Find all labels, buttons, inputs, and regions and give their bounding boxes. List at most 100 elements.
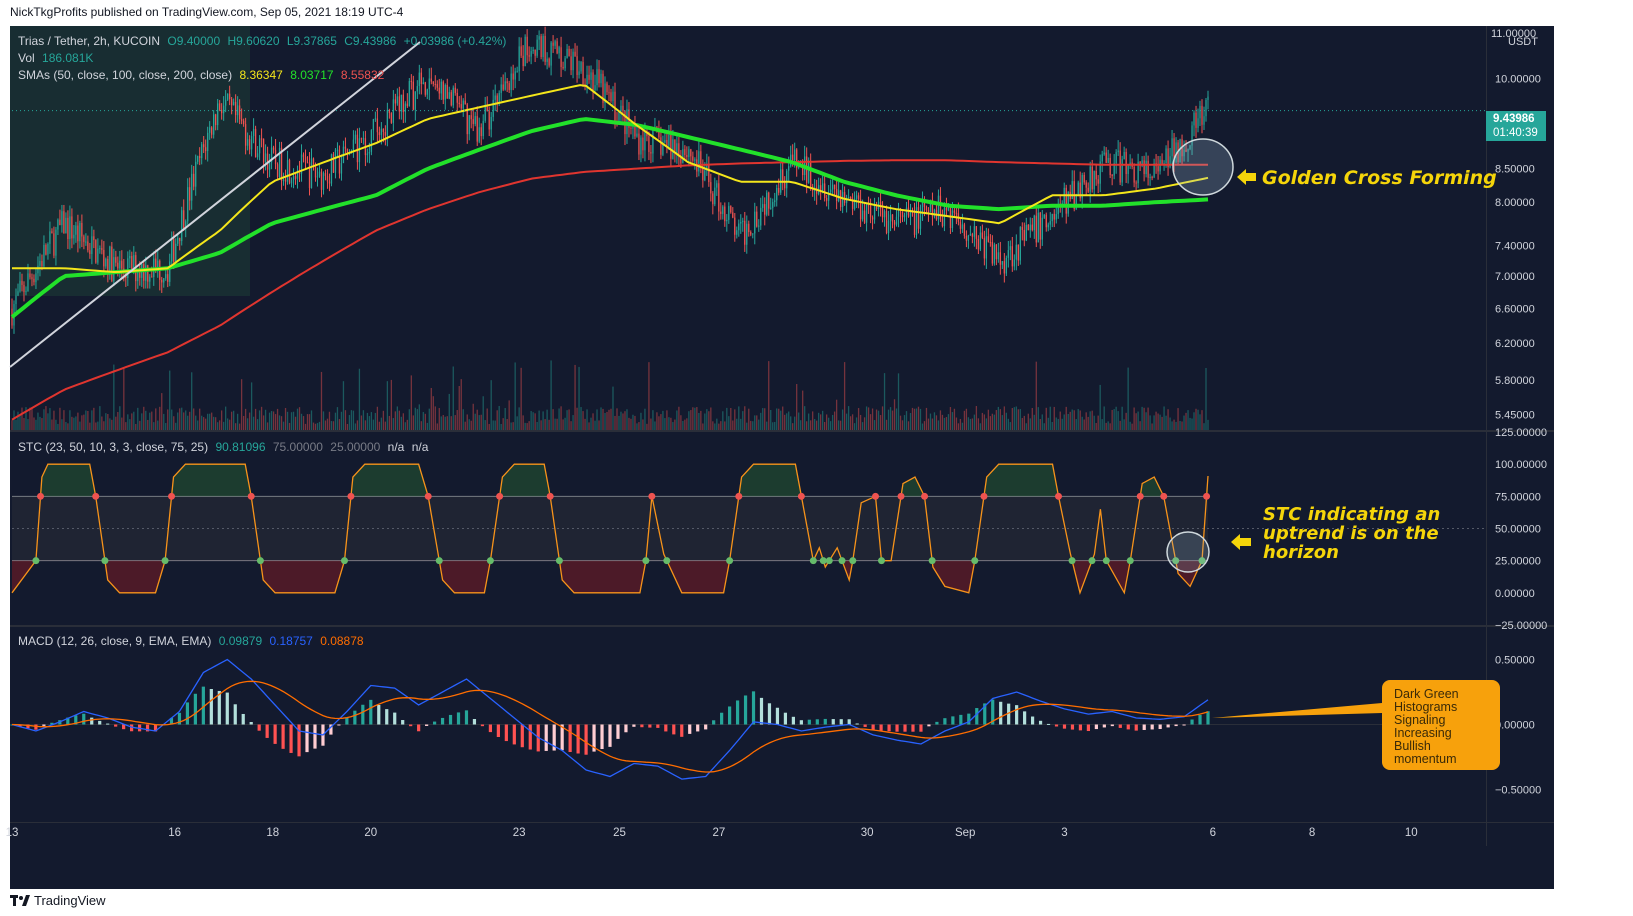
macd-histogram-bar <box>353 710 357 725</box>
volume-bar <box>710 407 712 430</box>
volume-bar <box>788 411 790 430</box>
volume-bar <box>215 417 217 430</box>
volume-bar <box>1183 415 1185 430</box>
sma50-value: 8.36347 <box>239 68 283 82</box>
last-price: 9.43986 <box>1493 113 1535 125</box>
macd-histogram-bar <box>217 690 221 725</box>
volume-bar <box>1099 384 1101 430</box>
macd-histogram-bar <box>18 724 22 727</box>
macd-histogram-bar <box>1046 723 1051 725</box>
volume-bar <box>758 419 760 430</box>
volume-bar <box>440 416 442 430</box>
candle-body <box>1071 181 1073 199</box>
candle-body <box>909 210 912 217</box>
candle-body <box>833 184 836 190</box>
candle-body <box>360 138 363 140</box>
candle-body <box>71 216 73 239</box>
macd-histogram-bar <box>1070 724 1075 730</box>
volume-bar <box>662 410 664 430</box>
volume-bar <box>436 423 438 430</box>
candle-body <box>520 46 522 56</box>
volume-bar <box>945 417 948 430</box>
sma200-value: 8.55832 <box>340 68 385 82</box>
candle-body <box>438 87 440 94</box>
candle-body <box>95 240 97 263</box>
volume-bar <box>159 406 161 430</box>
candle-body <box>764 204 766 215</box>
stc-annotation-line: STC indicating an <box>1263 504 1441 525</box>
volume-bar <box>432 396 434 430</box>
candle-body <box>428 78 430 90</box>
callout-pointer <box>1212 703 1382 718</box>
candle-body <box>169 261 171 282</box>
candle-body <box>969 234 972 236</box>
stc-cross-dot <box>32 557 40 565</box>
volume-bar <box>1113 409 1115 430</box>
candle-body <box>845 197 848 203</box>
candle-body <box>1113 163 1115 176</box>
volume-bar <box>89 422 91 430</box>
candle-body <box>873 205 876 220</box>
candle-body <box>382 128 385 132</box>
volume-bar <box>610 408 612 430</box>
volume-bar <box>869 414 872 430</box>
volume-bar <box>19 414 21 430</box>
volume-bar <box>855 417 858 430</box>
candle-body <box>27 273 29 292</box>
candle-body <box>843 192 846 203</box>
candle-body <box>73 234 75 239</box>
volume-bar <box>1041 414 1043 430</box>
macd-histogram-bar <box>999 701 1003 725</box>
volume-bar <box>1027 413 1029 430</box>
stc-cross-dot <box>648 492 656 500</box>
candle-body <box>975 226 978 239</box>
volume-bar <box>915 408 918 430</box>
volume-bar <box>137 407 139 430</box>
volume-bar <box>290 412 293 430</box>
volume-bar <box>989 416 992 430</box>
candle-body <box>258 138 261 154</box>
candle-body <box>758 225 760 227</box>
volume-bar <box>1007 418 1009 430</box>
time-tick-label: 13 <box>6 827 19 839</box>
stc-label: STC (23, 50, 10, 3, 3, close, 75, 25) <box>18 440 209 454</box>
macd-signal-line <box>11 680 1209 773</box>
macd-histogram-bar <box>1023 711 1027 725</box>
volume-bar <box>722 411 724 430</box>
candle-body <box>913 212 916 235</box>
volume-bar <box>718 423 720 430</box>
stc-tick-label: 125.00000 <box>1495 427 1547 439</box>
candle-body <box>524 36 526 67</box>
candle-body <box>147 265 149 282</box>
volume-bar <box>222 421 225 430</box>
macd-histogram-bar <box>927 724 931 727</box>
candle-body <box>33 278 35 283</box>
candle-body <box>510 73 512 90</box>
volume-bar <box>618 415 620 430</box>
candle-body <box>895 216 898 225</box>
candle-body <box>47 243 49 255</box>
candle-body <box>57 219 59 230</box>
candle-body <box>999 252 1001 265</box>
candle-body <box>189 187 191 201</box>
candle-body <box>1049 221 1051 225</box>
candle-body <box>528 55 530 57</box>
candle-body <box>786 170 788 189</box>
stc-annotation: STC indicating an uptrend is on the hori… <box>1263 505 1440 562</box>
volume-bar <box>999 409 1001 430</box>
macd-histogram-bar <box>409 724 413 727</box>
volume-bar <box>416 409 418 430</box>
candle-body <box>730 206 732 213</box>
volume-bar <box>33 417 35 430</box>
volume-bar <box>73 417 75 430</box>
stc-cross-dot <box>1160 492 1168 500</box>
volume-bar <box>23 418 25 430</box>
price-tick-label: 8.00000 <box>1495 197 1535 209</box>
callout-line: Increasing <box>1394 726 1452 740</box>
volume-bar <box>308 414 311 430</box>
macd-histogram-bar <box>114 724 118 727</box>
candle-body <box>979 232 982 250</box>
candle-body <box>420 72 422 84</box>
stc-cross-dot <box>838 557 846 565</box>
